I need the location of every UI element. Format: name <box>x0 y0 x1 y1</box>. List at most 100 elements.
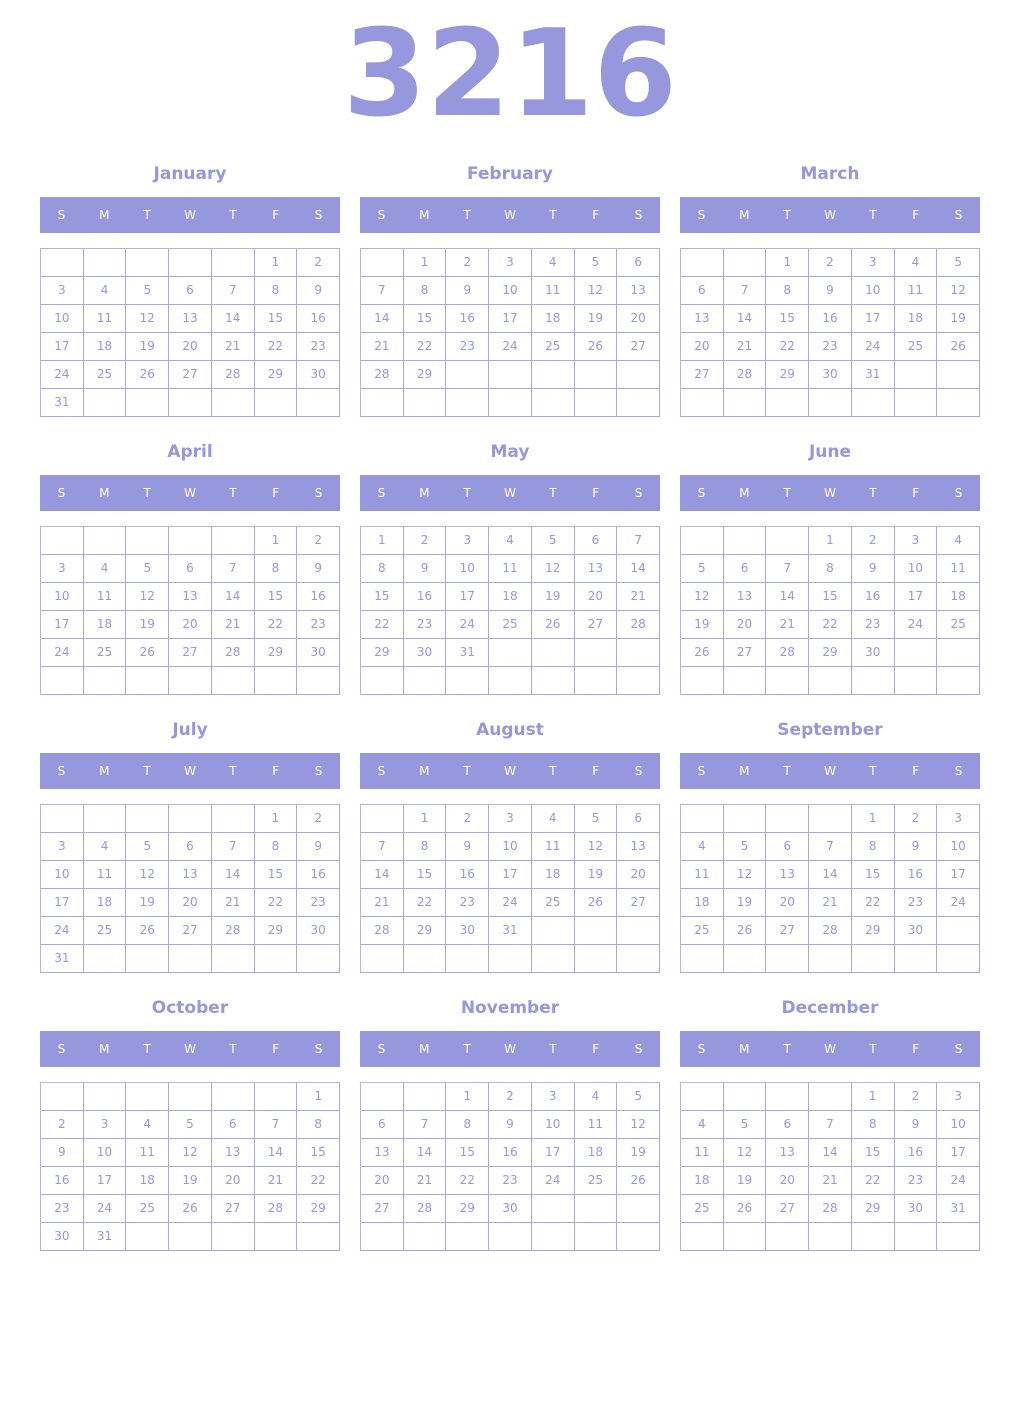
weekday-label: S <box>57 208 66 222</box>
day-cell <box>617 1195 660 1223</box>
day-cell: 26 <box>723 1195 767 1223</box>
day-cell: 5 <box>126 833 170 861</box>
day-grid: 1 2 3 4 5 6 7 8 9 10 11 12 13 14 15 16 17 18 19 20 21 22 23 24 2… <box>680 1082 980 1251</box>
day-cell: 15 <box>297 1139 340 1167</box>
day-cell: 30 <box>297 917 340 945</box>
day-cell: 10 <box>41 861 84 889</box>
day-cell: 11 <box>83 305 127 333</box>
day-cell <box>809 1223 852 1251</box>
day-cell: 12 <box>574 277 618 305</box>
day-cell: 27 <box>169 361 212 389</box>
day-cell <box>446 667 490 695</box>
day-cell: 22 <box>403 889 447 917</box>
month-title: June <box>808 442 852 462</box>
day-cell: 16 <box>297 861 340 889</box>
weekday-label: T <box>143 1042 151 1056</box>
day-cell: 23 <box>489 1167 532 1195</box>
month-title: July <box>172 720 208 740</box>
day-cell: 18 <box>83 333 127 361</box>
day-cell: 8 <box>254 277 298 305</box>
day-cell: 10 <box>937 1111 980 1139</box>
weekday-label: M <box>419 208 430 222</box>
day-cell: 17 <box>41 611 84 639</box>
day-cell: 8 <box>297 1111 340 1139</box>
day-cell: 14 <box>254 1139 298 1167</box>
day-cell: 31 <box>851 361 895 389</box>
day-cell: 26 <box>937 333 980 361</box>
day-cell: 16 <box>809 305 852 333</box>
day-cell <box>766 389 810 417</box>
day-cell <box>211 945 255 973</box>
day-cell: 4 <box>937 527 980 555</box>
day-cell <box>169 249 212 277</box>
day-cell: 22 <box>254 889 298 917</box>
day-cell: 1 <box>403 805 447 833</box>
day-cell <box>403 1223 447 1251</box>
day-cell <box>83 805 127 833</box>
weekday-label: W <box>184 764 196 778</box>
day-cell: 13 <box>169 861 212 889</box>
day-cell: 25 <box>937 611 980 639</box>
day-cell: 26 <box>531 611 575 639</box>
weekday-label: M <box>419 764 430 778</box>
day-cell <box>169 527 212 555</box>
day-cell <box>617 945 660 973</box>
day-cell: 12 <box>126 305 170 333</box>
day-cell: 4 <box>681 1111 724 1139</box>
day-cell <box>489 361 532 389</box>
day-grid: 1 2 3 4 5 6 7 8 9 10 11 12 13 14 15 16 17 18 19 20 21 22 23 24 2… <box>680 526 980 695</box>
day-cell: 2 <box>41 1111 84 1139</box>
day-cell: 24 <box>937 1167 980 1195</box>
day-cell: 10 <box>489 833 532 861</box>
day-cell <box>489 1223 532 1251</box>
day-cell <box>681 1083 724 1111</box>
weekday-label: S <box>377 764 386 778</box>
day-cell: 26 <box>574 889 618 917</box>
weekday-label: W <box>184 1042 196 1056</box>
day-cell: 17 <box>937 861 980 889</box>
weekday-label: F <box>592 764 600 778</box>
day-cell: 3 <box>41 277 84 305</box>
day-cell: 13 <box>574 555 618 583</box>
day-cell: 1 <box>766 249 810 277</box>
day-cell: 31 <box>446 639 490 667</box>
day-cell: 11 <box>83 583 127 611</box>
day-cell: 25 <box>83 639 127 667</box>
day-cell: 19 <box>681 611 724 639</box>
day-cell <box>41 527 84 555</box>
day-cell: 27 <box>169 917 212 945</box>
day-cell: 13 <box>723 583 767 611</box>
day-cell <box>531 1195 575 1223</box>
weekday-label: S <box>314 208 323 222</box>
day-grid: 1 2 3 4 5 6 7 8 9 10 11 12 13 14 15 16 17 18 19 20 21 22 23 24 2… <box>680 248 980 417</box>
day-cell: 9 <box>851 555 895 583</box>
day-cell <box>531 389 575 417</box>
day-cell: 23 <box>297 611 340 639</box>
weekday-label: F <box>912 486 920 500</box>
day-cell: 9 <box>894 1111 938 1139</box>
weekday-label: W <box>504 1042 516 1056</box>
day-cell: 13 <box>617 277 660 305</box>
day-cell: 1 <box>254 805 298 833</box>
day-cell: 19 <box>937 305 980 333</box>
day-cell: 27 <box>211 1195 255 1223</box>
day-cell <box>126 389 170 417</box>
weekday-label: M <box>99 764 110 778</box>
day-cell: 6 <box>169 555 212 583</box>
day-cell: 21 <box>617 583 660 611</box>
day-cell: 22 <box>446 1167 490 1195</box>
day-cell: 7 <box>361 277 404 305</box>
day-cell: 7 <box>211 833 255 861</box>
day-cell <box>126 805 170 833</box>
day-cell: 25 <box>126 1195 170 1223</box>
day-cell: 4 <box>574 1083 618 1111</box>
day-cell: 20 <box>617 305 660 333</box>
day-cell: 10 <box>446 555 490 583</box>
weekday-label: S <box>314 486 323 500</box>
day-cell <box>531 1223 575 1251</box>
day-cell: 12 <box>723 861 767 889</box>
day-cell: 20 <box>681 333 724 361</box>
day-cell: 22 <box>851 889 895 917</box>
day-cell: 6 <box>211 1111 255 1139</box>
